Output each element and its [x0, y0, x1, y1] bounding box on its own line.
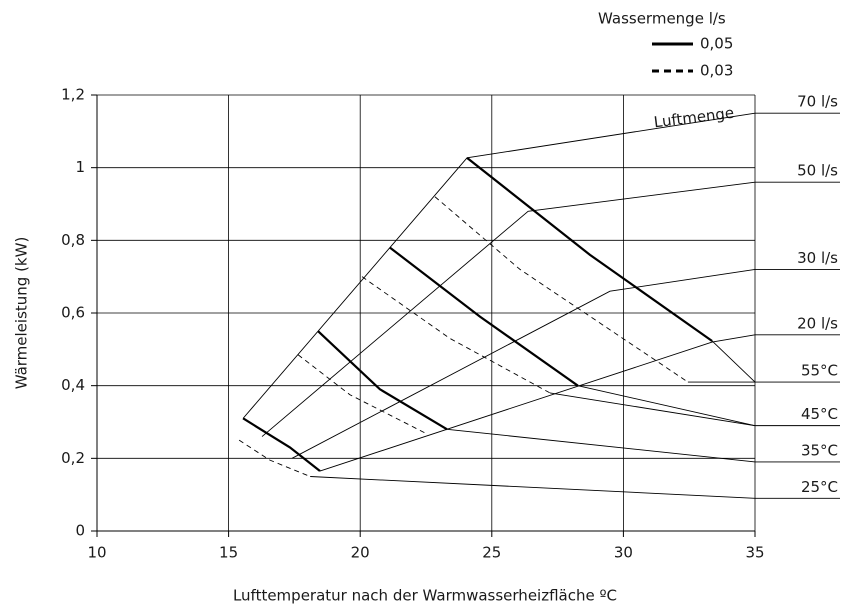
leader-line — [310, 476, 756, 499]
y-tick-label: 1 — [75, 158, 85, 176]
y-tick-label: 1,2 — [61, 86, 85, 104]
curve-solid — [242, 417, 321, 472]
x-tick-label: 15 — [219, 544, 238, 562]
airflow-label: 20 l/s — [797, 314, 838, 332]
airflow-label: 30 l/s — [797, 249, 838, 267]
leader-line — [447, 428, 756, 463]
x-tick-label: 25 — [482, 544, 501, 562]
legend-label: 0,05 — [700, 35, 733, 53]
y-tick-label: 0,2 — [61, 449, 85, 467]
y-tick-label: 0 — [75, 522, 85, 540]
x-tick-label: 30 — [614, 544, 633, 562]
y-axis-label: Wärmeleistung (kW) — [13, 237, 31, 390]
x-tick-label: 35 — [745, 544, 764, 562]
temperature-label: 45°C — [801, 405, 838, 423]
airflow-line — [242, 112, 756, 419]
temperature-label: 55°C — [801, 362, 838, 380]
y-tick-label: 0,4 — [61, 376, 85, 394]
airflow-label: 50 l/s — [797, 162, 838, 180]
leader-line — [577, 385, 756, 427]
airflow-label: 70 l/s — [797, 93, 838, 111]
airflow-line — [261, 181, 756, 437]
leader-line — [549, 392, 756, 427]
curve-dashed — [434, 196, 689, 383]
curve-solid — [317, 330, 448, 431]
curve-solid — [389, 246, 579, 387]
legend-label: 0,03 — [700, 62, 733, 80]
x-axis-label: Lufttemperatur nach der Warmwasserheizfl… — [233, 587, 617, 605]
leader-line — [711, 340, 756, 383]
x-tick-label: 20 — [351, 544, 370, 562]
curve-solid — [466, 156, 713, 342]
y-tick-label: 0,6 — [61, 304, 85, 322]
x-tick-label: 10 — [87, 544, 106, 562]
airflow-line — [291, 268, 756, 459]
curve-dashed — [361, 276, 551, 394]
curve-dashed — [238, 439, 311, 477]
curve-dashed — [297, 354, 426, 434]
temperature-label: 25°C — [801, 478, 838, 496]
airflow-line — [319, 334, 756, 472]
legend-title: Wassermenge l/s — [598, 10, 726, 28]
temperature-label: 35°C — [801, 441, 838, 459]
y-tick-label: 0,8 — [61, 231, 85, 249]
